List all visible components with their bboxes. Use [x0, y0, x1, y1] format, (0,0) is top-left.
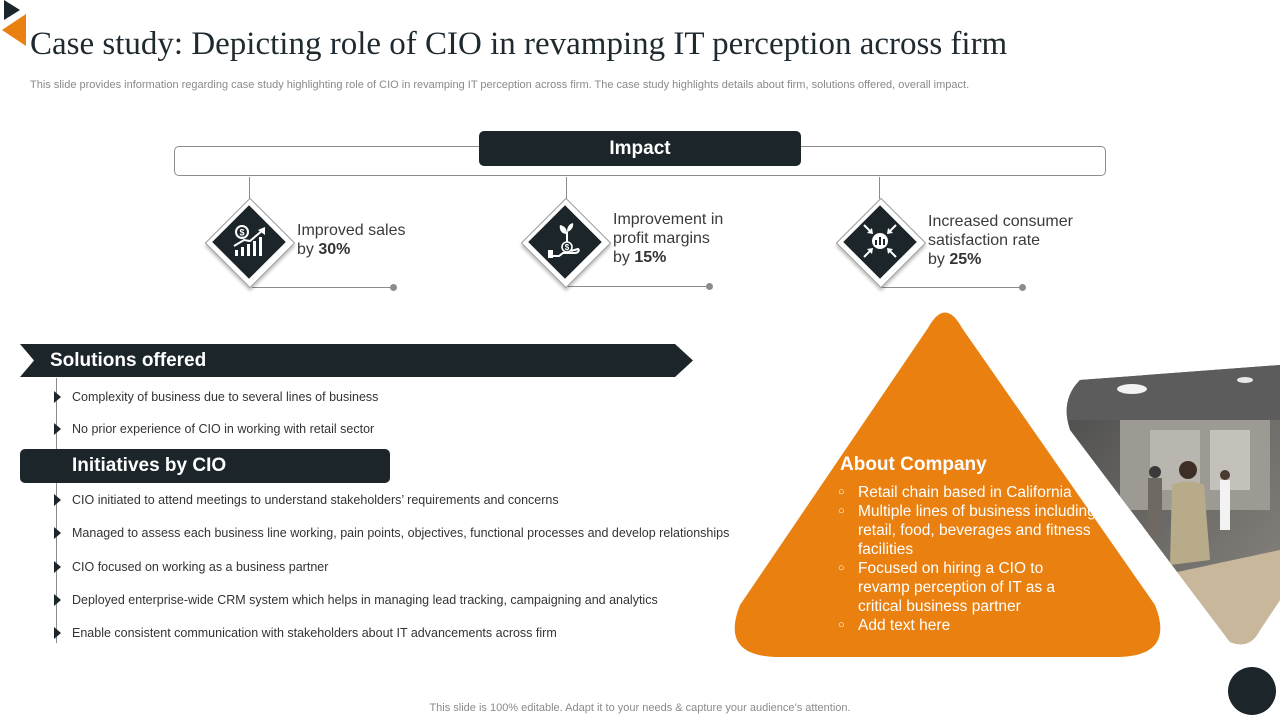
impact-item-prefix: by: [613, 249, 635, 266]
impact-item-prefix: by: [928, 251, 950, 268]
bullet-arrow-icon: [54, 493, 61, 506]
circle-bullet-icon: ○: [838, 619, 845, 631]
page-title: Case study: Depicting role of CIO in rev…: [30, 26, 1008, 62]
svg-text:$: $: [239, 228, 244, 238]
solutions-banner: [20, 344, 693, 377]
connector-line: [879, 177, 880, 199]
circle-bullet-icon: ○: [838, 505, 845, 517]
about-list-item: ○ Multiple lines of business including re…: [838, 503, 1096, 558]
bullet-arrow-icon: [54, 526, 61, 539]
underline-dot: [1019, 284, 1026, 291]
list-item: No prior experience of CIO in working wi…: [54, 420, 374, 438]
connector-line: [249, 177, 250, 199]
impact-item-value: 30%: [318, 241, 351, 258]
satisfaction-chart-icon: [863, 224, 897, 258]
svg-text:$: $: [565, 243, 570, 252]
impact-item-prefix: by: [297, 241, 319, 258]
bullet-arrow-icon: [54, 390, 61, 403]
underline-dot: [390, 284, 397, 291]
underline: [568, 286, 710, 287]
bullet-connector: [56, 378, 57, 450]
initiatives-banner: [20, 449, 390, 483]
underline: [252, 287, 394, 288]
bullet-arrow-icon: [54, 626, 61, 639]
impact-item-value: 25%: [949, 251, 982, 268]
initiatives-heading: Initiatives by CIO: [72, 455, 227, 476]
circle-bullet-icon: ○: [838, 486, 845, 498]
list-item: Managed to assess each business line wor…: [54, 524, 729, 542]
about-list-item: ○ Add text here: [838, 617, 951, 634]
list-item: Enable consistent communication with sta…: [54, 624, 557, 642]
impact-label: Impact: [479, 131, 801, 166]
about-company-panel: [734, 312, 1161, 657]
bullet-arrow-icon: [54, 593, 61, 606]
impact-item-line: Improved sales: [297, 222, 406, 239]
list-item: CIO initiated to attend meetings to unde…: [54, 491, 559, 509]
impact-item-line: Improvement in: [613, 211, 724, 228]
impact-item-line: satisfaction rate: [928, 232, 1041, 249]
impact-item-value: 15%: [634, 249, 667, 266]
page-subtitle: This slide provides information regardin…: [30, 79, 970, 91]
list-item: Deployed enterprise-wide CRM system whic…: [54, 591, 658, 609]
underline: [882, 287, 1024, 288]
about-list-item: ○ Focused on hiring a CIO to revamp perce…: [838, 560, 1056, 615]
impact-item-satisfaction: Increased consumer satisfaction rate by …: [928, 212, 1073, 269]
impact-item-line: Increased consumer: [928, 213, 1073, 230]
impact-item-profit: Improvement in profit margins by 15%: [613, 210, 723, 267]
footer-note: This slide is 100% editable. Adapt it to…: [429, 702, 851, 714]
list-item: CIO focused on working as a business par…: [54, 558, 328, 576]
impact-item-sales: Improved sales by 30%: [297, 221, 406, 259]
money-plant-icon: $: [548, 223, 580, 258]
solutions-heading: Solutions offered: [50, 350, 207, 371]
bullet-arrow-icon: [54, 560, 61, 573]
list-item: Complexity of business due to several li…: [54, 388, 378, 406]
bullet-arrow-icon: [54, 422, 61, 435]
circle-bullet-icon: ○: [838, 562, 845, 574]
corner-circle-decoration: [1228, 667, 1276, 715]
impact-item-line: profit margins: [613, 230, 710, 247]
about-list-item: ○ Retail chain based in California: [838, 484, 1072, 501]
underline-dot: [706, 283, 713, 290]
sales-growth-icon: $: [233, 225, 265, 256]
connector-line: [566, 177, 567, 199]
corner-decoration: [2, 0, 26, 46]
about-company-title: About Company: [840, 454, 987, 475]
about-company-list: ○ Retail chain based in California ○ Multi…: [838, 483, 1098, 635]
